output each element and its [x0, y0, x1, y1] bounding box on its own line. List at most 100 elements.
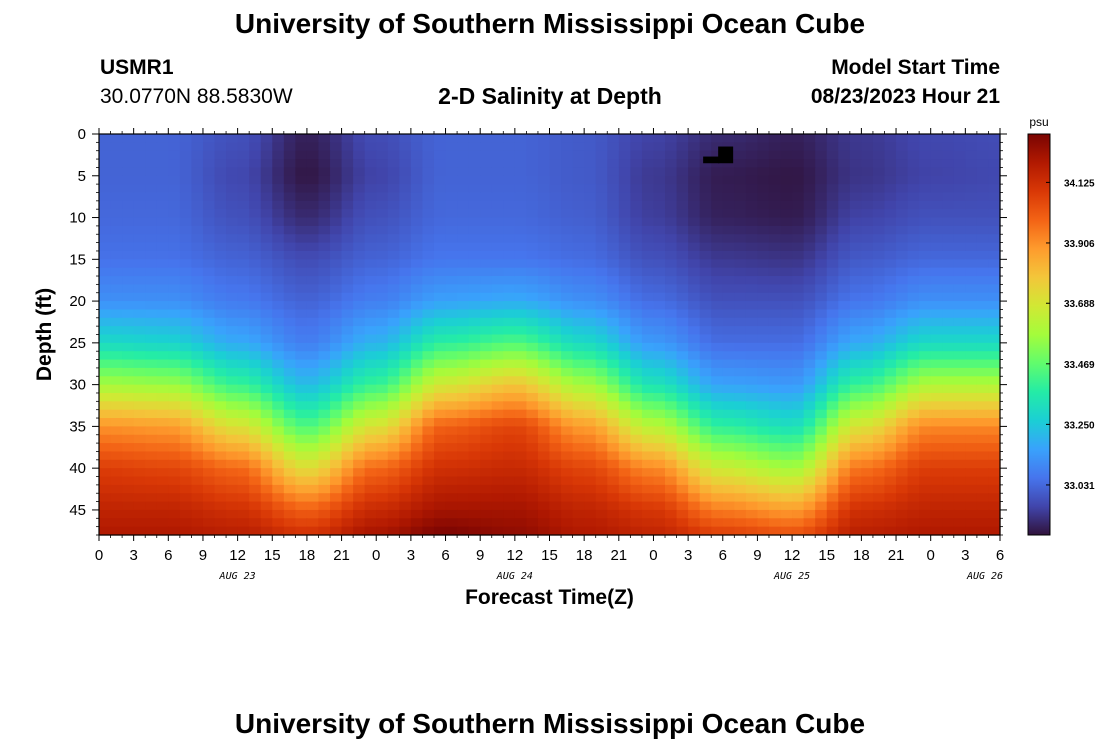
heatmap-cell	[249, 250, 262, 260]
heatmap-cell	[745, 167, 759, 177]
heatmap-cell	[630, 384, 643, 394]
heatmap-cell	[202, 250, 216, 260]
heatmap-cell	[491, 284, 504, 294]
heatmap-cell	[353, 209, 366, 219]
heatmap-cell	[630, 351, 643, 361]
heatmap-cell	[226, 292, 239, 302]
heatmap-cell	[896, 184, 909, 194]
heatmap-cell	[722, 359, 735, 369]
heatmap-cell	[976, 367, 990, 377]
heatmap-cell	[249, 426, 262, 436]
heatmap-cell	[110, 150, 123, 160]
heatmap-cell	[676, 392, 689, 402]
heatmap-cell	[919, 175, 932, 185]
heatmap-cell	[768, 468, 782, 478]
heatmap-cell	[122, 451, 135, 461]
heatmap-cell	[514, 259, 527, 269]
heatmap-cell	[849, 518, 862, 528]
heatmap-cell	[306, 150, 320, 160]
heatmap-cell	[641, 234, 655, 244]
heatmap-cell	[896, 142, 909, 152]
heatmap-cell	[976, 392, 990, 402]
heatmap-cell	[179, 309, 193, 319]
heatmap-cell	[815, 501, 828, 511]
heatmap-cell	[272, 426, 285, 436]
heatmap-cell	[364, 225, 377, 235]
heatmap-cell	[468, 367, 481, 377]
heatmap-cell	[572, 301, 585, 311]
heatmap-cell	[584, 192, 597, 202]
heatmap-cell	[988, 484, 1001, 494]
heatmap-cell	[549, 192, 562, 202]
heatmap-cell	[306, 209, 320, 219]
heatmap-cell	[156, 509, 169, 519]
heatmap-cell	[896, 526, 909, 536]
heatmap-cell	[422, 526, 435, 536]
heatmap-cell	[433, 225, 447, 235]
heatmap-cell	[318, 501, 331, 511]
heatmap-cell	[757, 334, 770, 344]
heatmap-cell	[445, 134, 458, 143]
heatmap-cell	[965, 142, 978, 152]
heatmap-cell	[318, 526, 331, 536]
heatmap-cell	[699, 476, 712, 486]
heatmap-cell	[665, 418, 678, 427]
heatmap-cell	[445, 392, 458, 402]
heatmap-cell	[202, 334, 216, 344]
heatmap-cell	[699, 167, 712, 177]
heatmap-cell	[99, 192, 112, 202]
heatmap-cell	[872, 342, 886, 352]
heatmap-cell	[722, 259, 735, 269]
heatmap-cell	[549, 468, 562, 478]
heatmap-cell	[214, 459, 227, 469]
heatmap-cell	[953, 401, 966, 411]
heatmap-cell	[468, 401, 481, 411]
heatmap-cell	[722, 200, 735, 210]
heatmap-cell	[722, 459, 735, 469]
heatmap-cell	[907, 476, 920, 486]
heatmap-cell	[965, 426, 978, 436]
heatmap-cell	[699, 292, 712, 302]
heatmap-cell	[272, 468, 285, 478]
heatmap-cell	[930, 225, 943, 235]
heatmap-cell	[214, 526, 227, 536]
heatmap-cell	[491, 476, 504, 486]
heatmap-cell	[341, 434, 354, 444]
heatmap-cell	[734, 451, 747, 461]
heatmap-cell	[99, 434, 112, 444]
heatmap-cell	[607, 376, 620, 386]
heatmap-cell	[699, 409, 712, 419]
heatmap-cell	[561, 159, 574, 169]
heatmap-cell	[976, 267, 990, 277]
heatmap-cell	[549, 317, 562, 327]
heatmap-cell	[953, 167, 966, 177]
heatmap-cell	[930, 384, 943, 394]
heatmap-cell	[99, 209, 112, 219]
heatmap-cell	[110, 418, 123, 427]
heatmap-cell	[133, 217, 146, 227]
heatmap-cell	[306, 392, 320, 402]
heatmap-cell	[168, 134, 181, 143]
heatmap-cell	[792, 209, 805, 219]
heatmap-cell	[376, 359, 389, 369]
heatmap-cell	[122, 301, 135, 311]
heatmap-cell	[768, 401, 782, 411]
heatmap-cell	[283, 443, 296, 453]
heatmap-cell	[491, 392, 504, 402]
heatmap-cell	[907, 367, 920, 377]
heatmap-cell	[422, 175, 435, 185]
heatmap-cell	[445, 234, 458, 244]
heatmap-cell	[942, 250, 955, 260]
x-tick-label: 0	[649, 547, 657, 564]
heatmap-cell	[549, 392, 562, 402]
heatmap-cell	[318, 134, 331, 143]
heatmap-cell	[480, 250, 493, 260]
heatmap-cell	[179, 217, 193, 227]
heatmap-cell	[976, 326, 990, 336]
heatmap-cell	[526, 326, 539, 336]
heatmap-cell	[676, 367, 689, 377]
heatmap-cell	[826, 351, 839, 361]
heatmap-cell	[399, 501, 412, 511]
heatmap-cell	[872, 259, 886, 269]
heatmap-cell	[503, 501, 516, 511]
